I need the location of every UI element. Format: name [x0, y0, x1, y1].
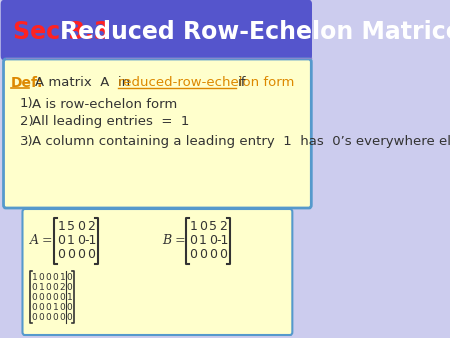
- Text: 0: 0: [32, 313, 37, 321]
- Text: A matrix  A  in: A matrix A in: [35, 76, 135, 90]
- Text: 0: 0: [67, 283, 72, 291]
- FancyBboxPatch shape: [22, 209, 292, 335]
- Text: 0: 0: [199, 248, 207, 262]
- Text: 5: 5: [67, 220, 75, 234]
- Text: 1: 1: [67, 292, 72, 301]
- Text: B =: B =: [162, 235, 185, 247]
- Text: 0: 0: [57, 248, 65, 262]
- Text: 2: 2: [87, 220, 94, 234]
- Text: 1: 1: [199, 235, 207, 247]
- Text: 0: 0: [45, 292, 51, 301]
- Text: A column containing a leading entry  1  has  0’s everywhere else: A column containing a leading entry 1 ha…: [32, 136, 450, 148]
- Text: Sec 3.3: Sec 3.3: [13, 20, 110, 44]
- Text: 1: 1: [53, 303, 59, 312]
- Text: 0: 0: [87, 248, 94, 262]
- Text: 0: 0: [45, 313, 51, 321]
- Text: A =: A =: [30, 235, 54, 247]
- Text: 0: 0: [53, 272, 59, 282]
- Text: reduced-row-echelon form: reduced-row-echelon form: [118, 76, 299, 90]
- Text: 0: 0: [39, 303, 45, 312]
- Text: 0: 0: [39, 272, 45, 282]
- Text: 0: 0: [67, 248, 75, 262]
- Text: -1: -1: [85, 235, 97, 247]
- Text: 0: 0: [53, 283, 59, 291]
- Text: 0: 0: [45, 272, 51, 282]
- Text: 0: 0: [39, 292, 45, 301]
- Text: 0: 0: [45, 303, 51, 312]
- Text: 0: 0: [189, 248, 197, 262]
- Text: 0: 0: [32, 283, 37, 291]
- FancyBboxPatch shape: [1, 0, 312, 60]
- Text: 0: 0: [39, 313, 45, 321]
- Text: 1: 1: [57, 220, 65, 234]
- Text: 0: 0: [45, 283, 51, 291]
- Text: 2): 2): [20, 116, 33, 128]
- Text: 5: 5: [209, 220, 217, 234]
- Text: 0: 0: [53, 313, 59, 321]
- Text: 1): 1): [20, 97, 33, 111]
- Text: 0: 0: [60, 292, 65, 301]
- Text: All leading entries  =  1: All leading entries = 1: [32, 116, 190, 128]
- Text: 0: 0: [77, 220, 85, 234]
- Text: 3): 3): [20, 136, 33, 148]
- Text: if: if: [238, 76, 246, 90]
- Text: 2: 2: [60, 283, 65, 291]
- Text: 0: 0: [67, 272, 72, 282]
- Text: 1: 1: [32, 272, 37, 282]
- Text: 1: 1: [189, 220, 197, 234]
- Text: Reduced Row-Echelon Matrices: Reduced Row-Echelon Matrices: [60, 20, 450, 44]
- FancyBboxPatch shape: [4, 59, 311, 208]
- Text: 0: 0: [219, 248, 227, 262]
- Text: 0: 0: [77, 235, 85, 247]
- Text: 0: 0: [77, 248, 85, 262]
- Text: 1: 1: [39, 283, 45, 291]
- Text: 0: 0: [53, 292, 59, 301]
- Text: -1: -1: [216, 235, 229, 247]
- Text: 0: 0: [67, 303, 72, 312]
- Text: 0: 0: [199, 220, 207, 234]
- Text: 0: 0: [67, 313, 72, 321]
- Text: 0: 0: [60, 303, 65, 312]
- Text: 0: 0: [57, 235, 65, 247]
- Text: 0: 0: [209, 235, 217, 247]
- Text: 2: 2: [219, 220, 227, 234]
- Text: A is row-echelon form: A is row-echelon form: [32, 97, 178, 111]
- Text: 1: 1: [67, 235, 75, 247]
- Text: 0: 0: [189, 235, 197, 247]
- Text: Def:: Def:: [11, 76, 44, 90]
- Text: 0: 0: [60, 313, 65, 321]
- Text: 1: 1: [60, 272, 65, 282]
- Text: 0: 0: [32, 303, 37, 312]
- Text: 0: 0: [209, 248, 217, 262]
- Text: 0: 0: [32, 292, 37, 301]
